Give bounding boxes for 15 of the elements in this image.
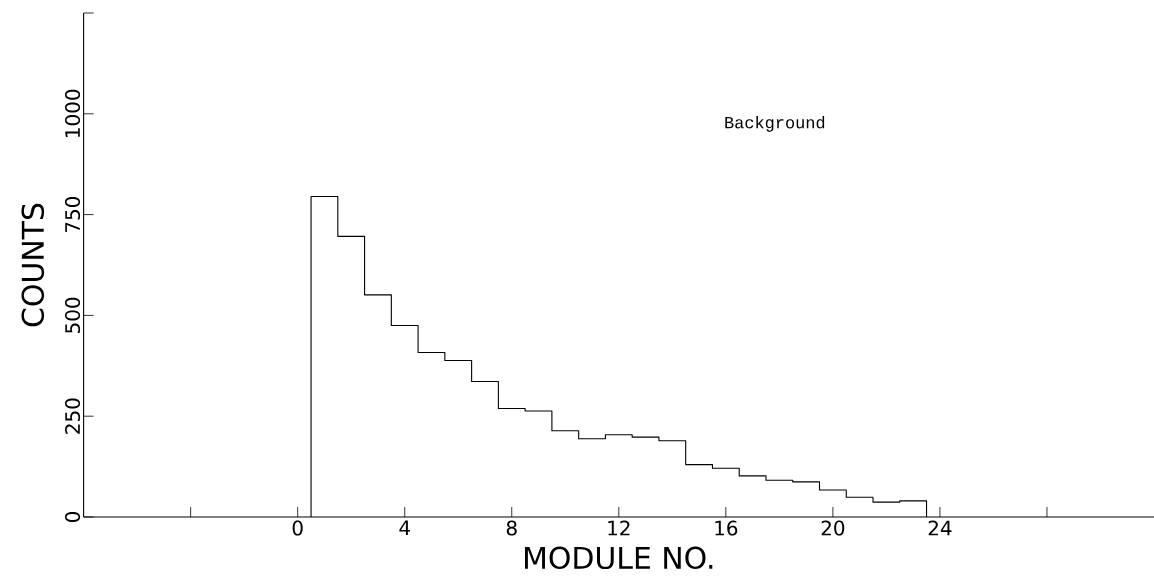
y-axis-title: COUNTS [21, 203, 45, 327]
x-tick-label: 12 [608, 520, 630, 536]
y-tick-label: 250 [65, 398, 81, 434]
y-tick-label: 0 [65, 511, 81, 523]
x-tick-label: 0 [292, 520, 303, 536]
x-tick-label: 24 [928, 520, 952, 536]
x-tick-label: 20 [821, 520, 845, 536]
annotation: Background [725, 115, 825, 132]
y-tick-label: 750 [65, 196, 81, 232]
x-tick-label: 16 [715, 520, 738, 536]
y-tick-label: 1000 [65, 89, 81, 137]
x-tick-label: 4 [399, 520, 410, 536]
y-tick-label: 500 [65, 297, 81, 333]
x-tick-label: 8 [506, 520, 517, 536]
x-axis-title: MODULE NO. [525, 546, 713, 570]
